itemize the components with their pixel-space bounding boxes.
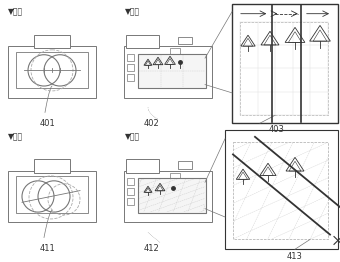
Bar bbox=[16, 52, 88, 89]
Bar bbox=[8, 46, 96, 98]
Bar bbox=[127, 64, 134, 71]
Bar bbox=[8, 171, 96, 222]
Bar bbox=[16, 176, 88, 212]
Bar bbox=[127, 198, 134, 205]
Bar bbox=[127, 188, 134, 195]
Bar bbox=[124, 171, 212, 222]
Bar bbox=[170, 172, 180, 180]
Bar bbox=[178, 161, 192, 169]
Bar bbox=[127, 178, 134, 185]
Bar bbox=[170, 48, 180, 56]
Text: 412: 412 bbox=[144, 244, 160, 253]
Text: ▼正面: ▼正面 bbox=[8, 132, 23, 141]
Bar bbox=[178, 37, 192, 45]
Bar bbox=[233, 142, 328, 239]
Bar bbox=[127, 74, 134, 81]
Text: 413: 413 bbox=[287, 252, 303, 261]
Text: ▼正面: ▼正面 bbox=[8, 8, 23, 17]
Text: 401: 401 bbox=[40, 119, 56, 128]
Bar bbox=[240, 21, 328, 115]
Text: ▼背面: ▼背面 bbox=[125, 132, 140, 141]
Bar bbox=[34, 35, 70, 48]
Text: ▼背面: ▼背面 bbox=[125, 8, 140, 17]
Text: 402: 402 bbox=[144, 119, 160, 128]
Bar bbox=[126, 159, 159, 172]
Bar bbox=[232, 4, 338, 123]
Bar bbox=[138, 54, 206, 89]
Bar bbox=[127, 54, 134, 61]
Bar bbox=[126, 35, 159, 48]
Text: 411: 411 bbox=[40, 244, 56, 253]
Bar bbox=[124, 46, 212, 98]
Bar bbox=[138, 178, 206, 212]
Bar bbox=[225, 130, 338, 249]
Text: 403: 403 bbox=[269, 125, 285, 134]
Bar bbox=[34, 159, 70, 172]
